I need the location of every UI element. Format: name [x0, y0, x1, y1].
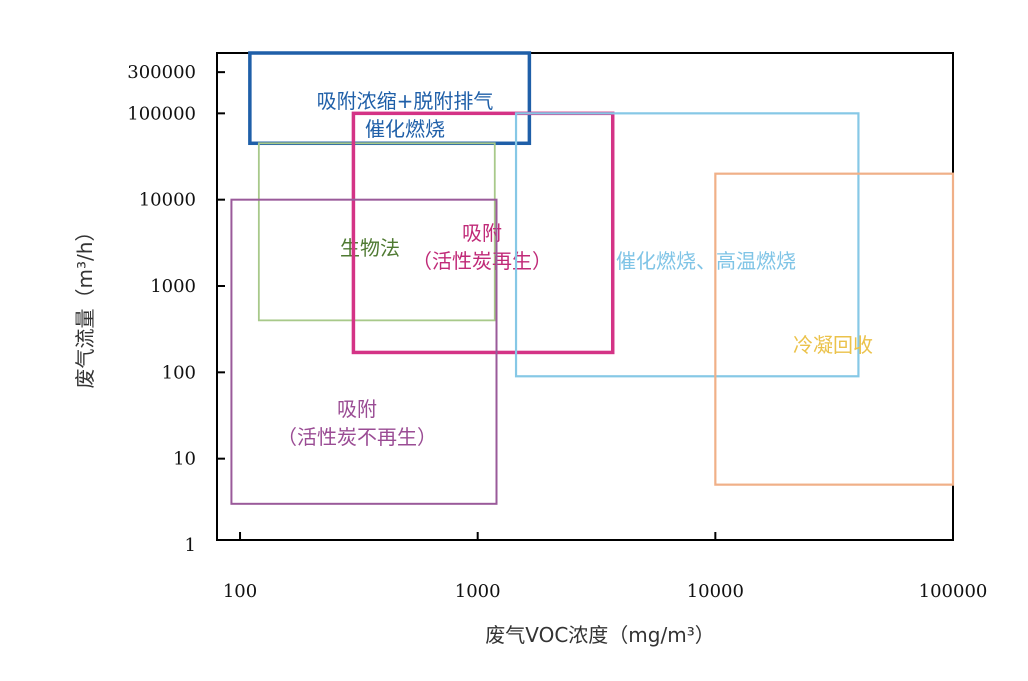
- x-axis-ticks: 100 1000 10000 100000: [223, 532, 988, 602]
- region-box-5: [714, 172, 955, 486]
- y-tick-label: 10000: [139, 190, 196, 211]
- region-box-3: [351, 111, 615, 355]
- region-label-3: （活性炭再生）: [412, 249, 552, 273]
- region-label-1: 催化燃烧: [365, 117, 445, 141]
- y-axis-title: 废气流量（m³/h）: [73, 222, 97, 389]
- x-tick-label: 100000: [919, 581, 988, 602]
- y-tick-label: 100000: [127, 103, 196, 124]
- x-tick-label: 1000: [455, 581, 501, 602]
- y-tick-label: 1: [185, 535, 196, 556]
- region-label-2: 生物法: [340, 236, 400, 260]
- y-tick-label: 10: [173, 449, 196, 470]
- region-label-6: 吸附: [337, 397, 377, 421]
- region-box-4: [514, 112, 860, 378]
- region-label-4: 催化燃烧、高温燃烧: [616, 249, 796, 273]
- region-box-6: [230, 198, 498, 505]
- region-label-1: 吸附浓缩+脱附排气: [317, 89, 494, 113]
- region-label-6: （活性炭不再生）: [277, 425, 437, 449]
- plot-frame: [216, 52, 954, 541]
- y-tick-label: 300000: [127, 62, 196, 83]
- y-axis-ticks: 1 10 100 1000 10000 100000 300000: [127, 62, 225, 556]
- region-label-5: 冷凝回收: [793, 333, 873, 357]
- x-tick-label: 10000: [687, 581, 744, 602]
- y-tick-label: 100: [162, 362, 196, 383]
- x-tick-label: 100: [223, 581, 257, 602]
- region-box-2: [257, 142, 496, 322]
- x-axis-title: 废气VOC浓度（mg/m³）: [485, 623, 714, 647]
- region-label-3: 吸附: [462, 221, 502, 245]
- y-tick-label: 1000: [150, 276, 196, 297]
